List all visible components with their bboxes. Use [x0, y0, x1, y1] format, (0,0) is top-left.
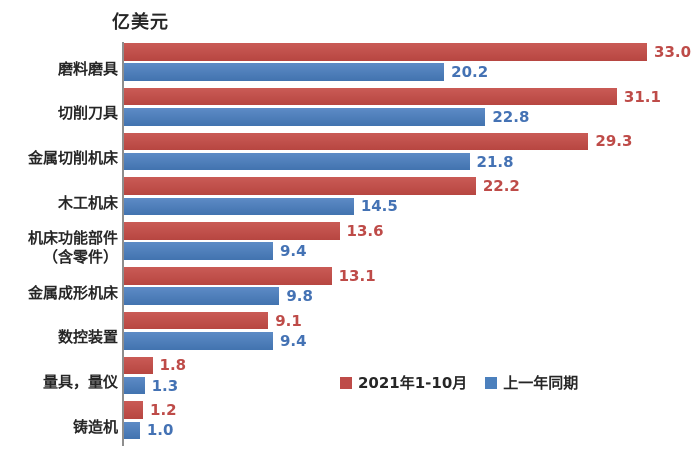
- legend-swatch-blue: [485, 376, 498, 389]
- bar-series0-7: [124, 356, 153, 375]
- category-label: 磨料磨具: [57, 59, 118, 78]
- category-label: 木工机床: [57, 194, 118, 213]
- value-label-series1-3: 14.5: [360, 197, 398, 216]
- bar-series1-6: [124, 332, 273, 350]
- value-label-series1-2: 21.8: [476, 152, 514, 171]
- bar-series1-3: [124, 197, 354, 216]
- bar-series1-1: [124, 108, 486, 126]
- legend-swatch-red: [340, 376, 352, 389]
- category-label: 铸造机: [72, 418, 118, 437]
- category-label: 切削刀具: [57, 104, 118, 123]
- value-label-series1-4: 9.4: [279, 242, 307, 261]
- value-label-series0-3: 22.2: [482, 177, 520, 196]
- bar-series1-8: [124, 421, 140, 440]
- bar-series1-5: [124, 287, 280, 305]
- legend: 2021年1-10月 上一年同期: [340, 372, 578, 393]
- bar-series0-1: [124, 87, 617, 106]
- category-label: 机床功能部件 （含零件）: [27, 229, 118, 267]
- value-label-series1-5: 9.8: [286, 286, 313, 305]
- value-label-series1-8: 1.0: [146, 421, 174, 440]
- bar-series0-6: [124, 311, 269, 330]
- value-label-series1-0: 20.2: [451, 62, 489, 81]
- value-label-series0-7: 1.8: [159, 356, 187, 375]
- chart-unit-label: 亿美元: [112, 12, 169, 33]
- category-label: 数控装置: [57, 328, 118, 347]
- bar-series0-4: [124, 222, 340, 240]
- value-label-series0-8: 1.2: [150, 401, 177, 420]
- value-label-series1-7: 1.3: [151, 376, 179, 395]
- value-label-series0-4: 13.6: [346, 221, 384, 240]
- category-label: 量具，量仪: [42, 373, 118, 392]
- bar-series0-2: [124, 132, 589, 151]
- bar-series1-4: [124, 242, 273, 260]
- bar-series0-3: [124, 177, 476, 195]
- category-label: 金属成形机床: [27, 283, 118, 302]
- legend-item-current: 2021年1-10月: [340, 372, 467, 393]
- value-label-series0-2: 29.3: [595, 132, 633, 151]
- bar-series1-7: [124, 376, 145, 395]
- value-label-series0-6: 9.1: [275, 311, 302, 330]
- category-label: 金属切削机床: [27, 149, 118, 168]
- value-label-series1-6: 9.4: [279, 331, 307, 350]
- value-label-series0-1: 31.1: [623, 87, 661, 106]
- bar-series0-0: [124, 43, 648, 61]
- legend-label-current: 2021年1-10月: [358, 374, 468, 392]
- bar-series1-0: [124, 63, 445, 81]
- value-label-series0-5: 13.1: [338, 266, 376, 285]
- legend-item-previous: 上一年同期: [485, 372, 578, 393]
- legend-label-previous: 上一年同期: [503, 374, 579, 392]
- bar-series0-8: [124, 401, 144, 419]
- value-label-series1-1: 22.8: [492, 107, 530, 126]
- bar-series1-2: [124, 152, 470, 171]
- bar-series0-5: [124, 267, 332, 285]
- y-axis-line: [122, 42, 124, 446]
- value-label-series0-0: 33.0: [654, 42, 692, 61]
